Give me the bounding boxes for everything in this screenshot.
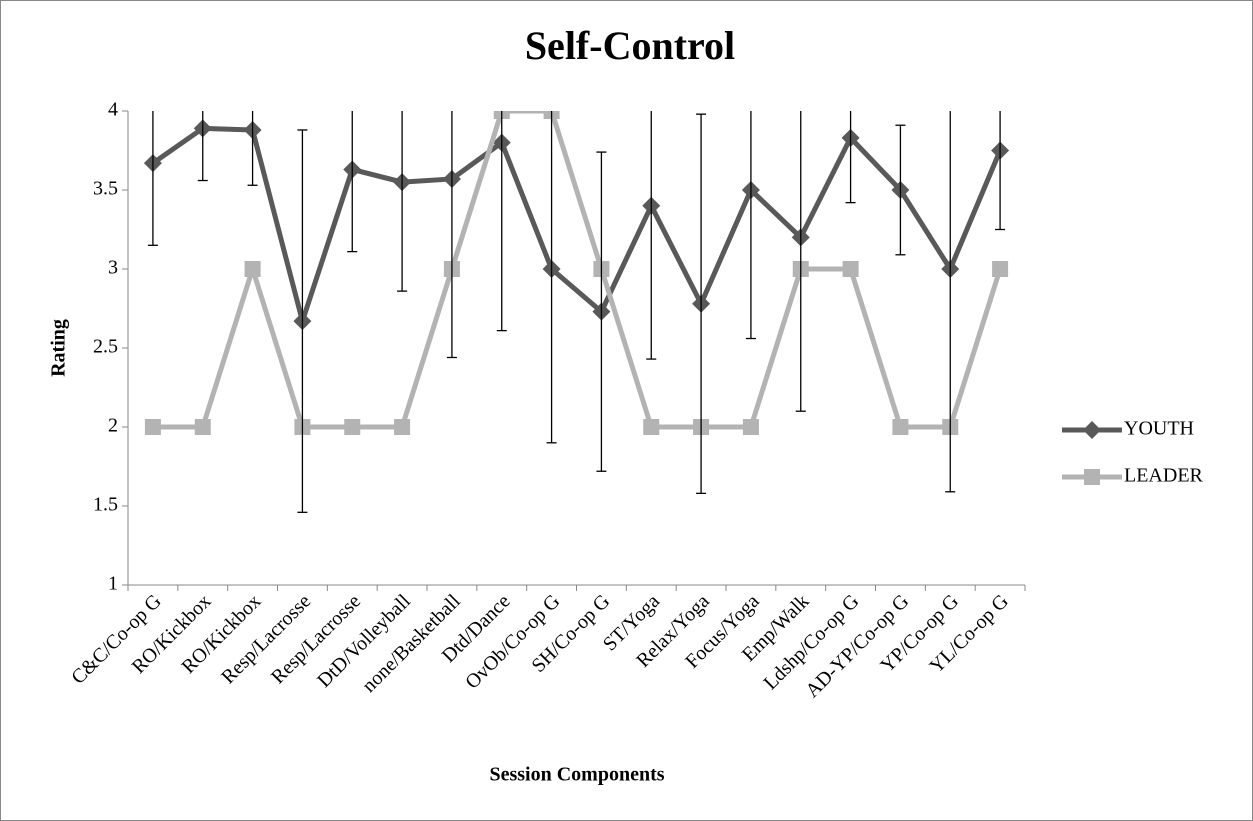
data-point: [842, 261, 859, 277]
error-bar: [147, 111, 158, 246]
error-bar: [895, 124, 906, 256]
data-point: [344, 419, 361, 435]
error-bar: [546, 111, 557, 444]
y-tick-label: 1.5: [93, 494, 118, 516]
series-line: [152, 111, 1003, 430]
x-axis-label: Session Components: [489, 764, 664, 786]
error-bar: [446, 111, 457, 359]
error-bar: [197, 111, 208, 182]
error-bar: [596, 151, 607, 472]
error-bar: [347, 111, 358, 253]
data-point: [244, 261, 261, 277]
y-tick-label: 2: [108, 415, 118, 437]
y-tick-label: 1: [108, 573, 118, 595]
series-line: [151, 125, 1003, 324]
error-bar: [945, 111, 956, 493]
y-tick-label: 4: [108, 99, 118, 121]
data-point: [992, 261, 1009, 277]
chart-title: Self-Control: [525, 23, 735, 68]
plot-area: [143, 111, 1010, 513]
legend-label: YOUTH: [1124, 418, 1194, 440]
data-point: [892, 419, 909, 435]
y-tick-label: 3.5: [93, 178, 118, 200]
legend-marker: [1083, 421, 1101, 439]
legend-label: LEADER: [1124, 465, 1204, 487]
error-bar: [247, 111, 258, 186]
error-bar: [995, 111, 1006, 231]
error-bar: [795, 111, 806, 412]
error-bar: [646, 111, 657, 360]
error-bar: [745, 111, 756, 340]
error-bar: [845, 111, 856, 204]
error-bar: [297, 129, 308, 513]
y-tick-label: 3: [108, 257, 118, 279]
error-bar: [397, 111, 408, 292]
error-bar: [496, 111, 507, 332]
data-point: [194, 419, 211, 435]
data-point: [144, 419, 161, 435]
data-point: [394, 419, 411, 435]
data-point: [742, 419, 759, 435]
legend-marker: [1084, 469, 1100, 485]
y-tick-label: 2.5: [93, 336, 118, 358]
data-point: [643, 419, 660, 435]
y-axis-label: Rating: [48, 319, 70, 377]
error-bar: [696, 113, 707, 495]
